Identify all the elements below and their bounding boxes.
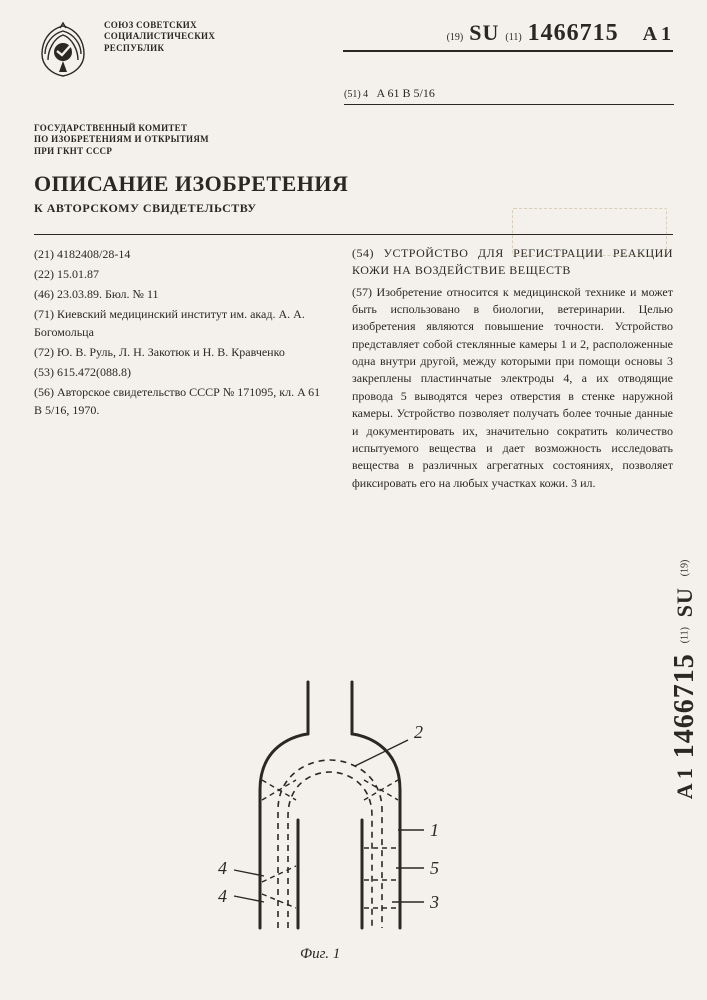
union-name: СОЮЗ СОВЕТСКИХ СОЦИАЛИСТИЧЕСКИХ РЕСПУБЛИ… [104, 20, 215, 54]
committee-line: ГОСУДАРСТВЕННЫЙ КОМИТЕТ [34, 123, 254, 134]
field-19: (19) [447, 32, 464, 43]
figure-1: 2 1 5 3 4 4 [190, 680, 470, 970]
fig-label-5: 5 [430, 858, 439, 878]
document-number: 1466715 [528, 20, 619, 47]
union-line: СОЮЗ СОВЕТСКИХ [104, 20, 215, 31]
kind-code: A 1 [643, 23, 671, 46]
side-field-19: (19) [680, 560, 691, 577]
abstract-block: (54) УСТРОЙСТВО ДЛЯ РЕГИСТРАЦИИ РЕАКЦИИ … [352, 245, 673, 492]
union-line: РЕСПУБЛИК [104, 43, 215, 54]
field-53: (53) 615.472(088.8) [34, 363, 324, 381]
side-doc-number: 1466715 [669, 653, 701, 758]
fig-label-4: 4 [218, 858, 227, 878]
union-line: СОЦИАЛИСТИЧЕСКИХ [104, 31, 215, 42]
fig-label-4b: 4 [218, 886, 227, 906]
fig-label-1: 1 [430, 820, 439, 840]
fig-label-2: 2 [414, 722, 423, 742]
side-publication-code: A 1 1466715 (11) SU (19) [669, 560, 701, 799]
library-stamp [512, 208, 667, 256]
field-56: (56) Авторское свидетельство СССР № 1710… [34, 383, 324, 419]
bibliographic-block: (21) 4182408/28-14 (22) 15.01.87 (46) 23… [34, 245, 324, 492]
field-46: (46) 23.03.89. Бюл. № 11 [34, 285, 324, 303]
field-11: (11) [505, 32, 521, 43]
side-kind-code: A 1 [672, 768, 698, 799]
field-22: (22) 15.01.87 [34, 265, 324, 283]
ipc-classification: (51) 4 A 61 B 5/16 [344, 86, 674, 105]
fig-label-3: 3 [429, 892, 439, 912]
field-71: (71) Киевский медицинский институт им. а… [34, 305, 324, 341]
ipc-code: A 61 B 5/16 [377, 86, 435, 100]
country-code: SU [469, 20, 499, 46]
side-country-code: SU [672, 587, 698, 617]
field-72: (72) Ю. В. Руль, Л. Н. Закотюк и Н. В. К… [34, 343, 324, 361]
field-57-abstract: (57) Изобретение относится к медицинской… [352, 284, 673, 493]
field-51: (51) 4 [344, 89, 368, 100]
committee-name: ГОСУДАРСТВЕННЫЙ КОМИТЕТ ПО ИЗОБРЕТЕНИЯМ … [34, 123, 254, 157]
committee-line: ПРИ ГКНТ СССР [34, 146, 254, 157]
side-field-11: (11) [680, 627, 691, 643]
document-title: ОПИСАНИЕ ИЗОБРЕТЕНИЯ [34, 171, 673, 197]
state-emblem [34, 20, 92, 78]
field-21: (21) 4182408/28-14 [34, 245, 324, 263]
field-54-code: (54) [352, 246, 374, 260]
figure-caption: Фиг. 1 [300, 946, 340, 963]
publication-code: (19) SU (11) 1466715 A 1 [343, 20, 673, 52]
committee-line: ПО ИЗОБРЕТЕНИЯМ И ОТКРЫТИЯМ [34, 134, 254, 145]
